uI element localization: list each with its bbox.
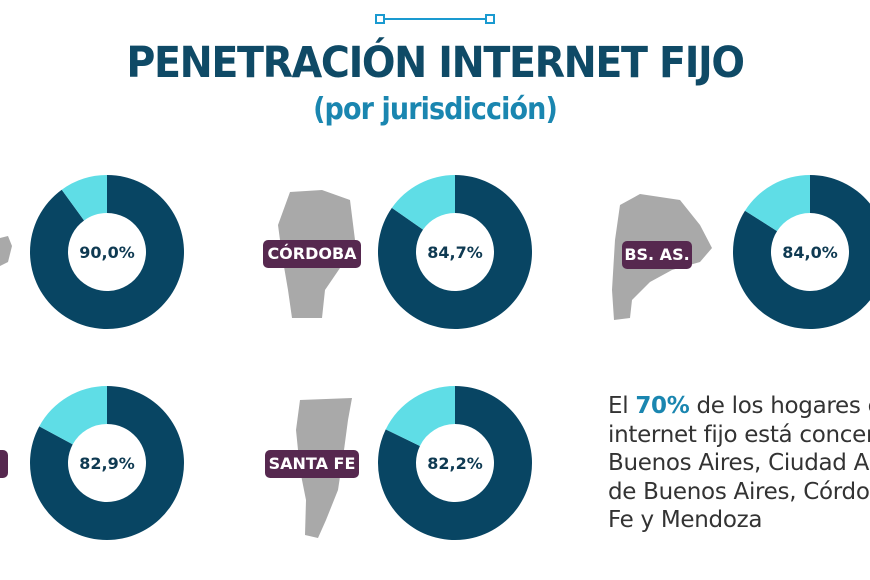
note-line: Buenos Aires, Ciudad A	[608, 450, 870, 476]
page-title: PENETRACIÓN INTERNET FIJO	[126, 38, 745, 88]
note-highlight: 70%	[635, 393, 690, 419]
donut-value-label: 82,9%	[79, 454, 135, 473]
donut-filled-segment	[378, 175, 532, 330]
donut-remaining-segment	[391, 175, 455, 230]
donut-value-label: 90,0%	[79, 243, 135, 262]
donut-remaining-segment	[385, 386, 455, 446]
region-label-santa-fe: SANTA FE	[265, 450, 359, 478]
region-label-bs-as: BS. AS.	[622, 241, 692, 269]
donut-filled-segment	[29, 175, 185, 330]
donut-value-label: 84,7%	[427, 243, 483, 262]
note-line: de Buenos Aires, Córdo	[608, 478, 870, 505]
region-label-partial	[0, 450, 8, 478]
note-line: de los hogares c	[689, 393, 870, 419]
donut-remaining-segment	[61, 175, 107, 221]
donut-value-label: 82,2%	[427, 454, 483, 473]
donut-filled-segment	[378, 386, 532, 540]
donut-remaining-segment	[39, 386, 107, 445]
donut-filled-segment	[29, 386, 184, 540]
donut-filled-segment	[733, 175, 870, 329]
title-decoration	[375, 14, 495, 24]
note-line: internet fijo está concen	[608, 421, 870, 448]
map-left-top	[0, 236, 12, 266]
summary-note: El 70% de los hogares c internet fijo est…	[608, 392, 870, 535]
donut-remaining-segment	[744, 175, 810, 232]
note-text: El	[608, 393, 636, 419]
page-subtitle: (por jurisdicción)	[313, 92, 558, 127]
region-label-cordoba: CÓRDOBA	[263, 240, 361, 268]
donut-value-label: 84,0%	[782, 243, 838, 262]
note-line: Fe y Mendoza	[608, 507, 763, 533]
